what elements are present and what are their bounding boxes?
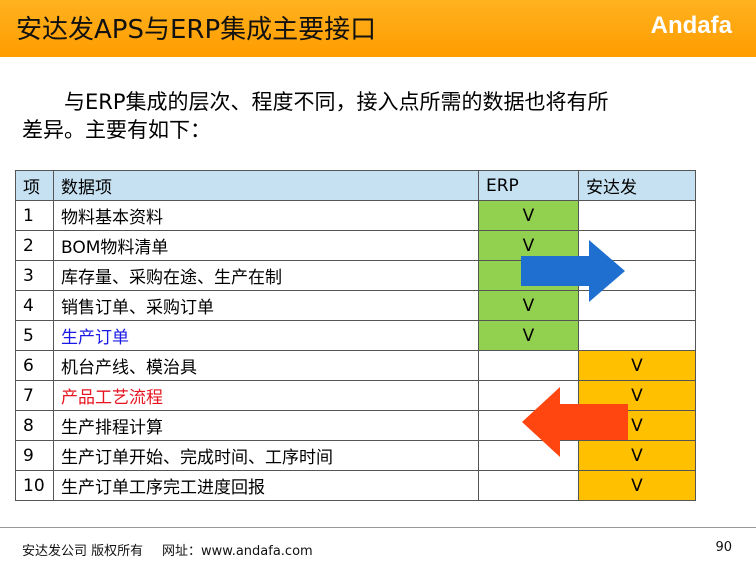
table-header-row: 项 数据项 ERP 安达发 <box>15 170 696 201</box>
brand-logo: Andafa <box>650 12 732 39</box>
table-row: 1 物料基本资料 V <box>15 200 696 231</box>
left-arrow-icon <box>522 387 628 457</box>
row-andafa-check: V <box>578 470 696 501</box>
row-no: 1 <box>15 200 54 231</box>
row-no: 5 <box>15 320 54 351</box>
row-erp-check: V <box>478 200 579 231</box>
row-no: 7 <box>15 380 54 411</box>
row-erp-check: V <box>478 290 579 321</box>
row-andafa-check <box>578 200 696 231</box>
row-item: 生产订单工序完工进度回报 <box>53 470 479 501</box>
row-erp-check <box>478 470 579 501</box>
row-no: 10 <box>15 470 54 501</box>
row-andafa-check <box>578 320 696 351</box>
row-item: 生产排程计算 <box>53 410 479 441</box>
row-item: 销售订单、采购订单 <box>53 290 479 321</box>
row-erp-check: V <box>478 320 579 351</box>
footer-divider <box>0 527 756 528</box>
row-item: 产品工艺流程 <box>53 380 479 411</box>
row-andafa-check: V <box>578 350 696 381</box>
header-bar: 安达发APS与ERP集成主要接口 Andafa <box>0 0 756 57</box>
row-erp-check <box>478 440 579 471</box>
row-item: 库存量、采购在途、生产在制 <box>53 260 479 291</box>
interface-table: 项 数据项 ERP 安达发 1 物料基本资料 V 2 BOM物料清单 V 3 库存量、采购在途… <box>15 170 696 501</box>
row-no: 2 <box>15 230 54 261</box>
row-no: 9 <box>15 440 54 471</box>
right-arrow-icon <box>521 240 625 302</box>
row-item: 机台产线、模治具 <box>53 350 479 381</box>
row-andafa-check: V <box>578 440 696 471</box>
header-erp: ERP <box>478 170 579 201</box>
header-item: 数据项 <box>53 170 479 201</box>
row-no: 4 <box>15 290 54 321</box>
row-item: 生产订单 <box>53 320 479 351</box>
row-item: 物料基本资料 <box>53 200 479 231</box>
page-title: 安达发APS与ERP集成主要接口 <box>16 15 377 45</box>
row-item: 生产订单开始、完成时间、工序时间 <box>53 440 479 471</box>
footer-copyright: 安达发公司 版权所有 <box>22 544 144 559</box>
page-number: 90 <box>715 540 732 555</box>
row-no: 3 <box>15 260 54 291</box>
table-row: 6 机台产线、模治具 V <box>15 350 696 381</box>
row-erp-check: V <box>478 230 579 261</box>
table-row: 9 生产订单开始、完成时间、工序时间 V <box>15 440 696 471</box>
row-no: 6 <box>15 350 54 381</box>
header-andafa: 安达发 <box>578 170 696 201</box>
intro-paragraph: 与ERP集成的层次、程度不同，接入点所需的数据也将有所 差异。主要有如下： <box>22 88 742 144</box>
intro-line-2: 差异。主要有如下： <box>22 118 211 142</box>
intro-line-1: 与ERP集成的层次、程度不同，接入点所需的数据也将有所 <box>64 90 609 114</box>
header-no: 项 <box>15 170 54 201</box>
table-row: 10 生产订单工序完工进度回报 V <box>15 470 696 501</box>
row-no: 8 <box>15 410 54 441</box>
footer-website: 网址：www.andafa.com <box>162 544 313 559</box>
table-row: 5 生产订单 V <box>15 320 696 351</box>
row-erp-check <box>478 350 579 381</box>
row-item: BOM物料清单 <box>53 230 479 261</box>
